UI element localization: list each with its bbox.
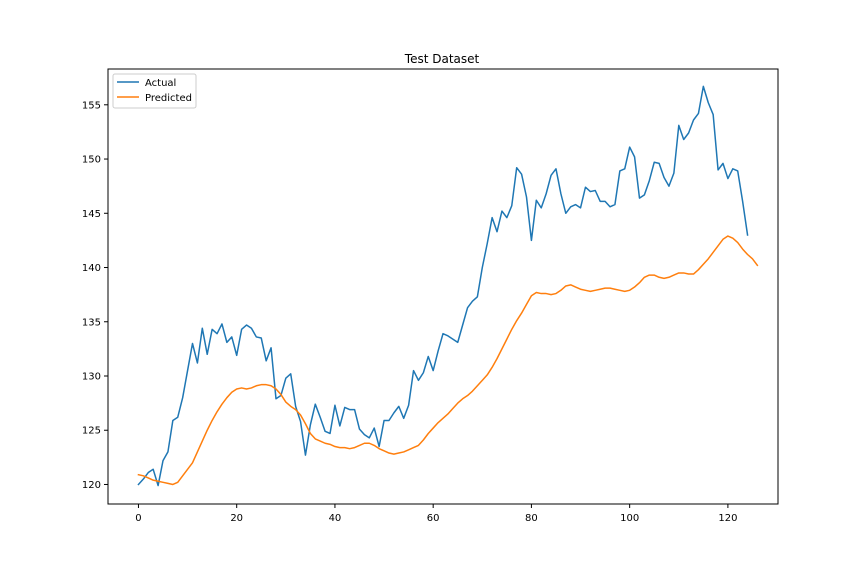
- y-tick-label: 130: [82, 371, 101, 382]
- x-tick-label: 40: [329, 513, 342, 524]
- x-tick-label: 0: [135, 513, 141, 524]
- y-tick-label: 145: [82, 209, 101, 220]
- legend-label-predicted: Predicted: [145, 93, 192, 104]
- y-tick-label: 140: [82, 263, 101, 274]
- series-line-predicted: [137, 235, 759, 486]
- plot-area-frame: [107, 68, 779, 505]
- legend-label-actual: Actual: [145, 78, 176, 89]
- series-line-actual: [137, 85, 749, 487]
- y-tick-label: 155: [82, 100, 101, 111]
- y-tick-label: 150: [82, 155, 101, 166]
- y-tick-label: 135: [82, 317, 101, 328]
- y-tick-label: 120: [82, 480, 101, 491]
- chart-title: Test Dataset: [404, 52, 480, 66]
- legend: Actual Predicted: [112, 73, 197, 109]
- x-tick-label: 100: [620, 513, 639, 524]
- x-tick-label: 120: [718, 513, 737, 524]
- series-layer: [137, 85, 759, 487]
- y-tick-label: 125: [82, 426, 101, 437]
- x-tick-label: 80: [525, 513, 538, 524]
- y-axis: 120 125 130 135 140 145 150 155: [82, 100, 108, 491]
- x-axis: 0 20 40 60 80 100 120: [135, 504, 737, 524]
- x-tick-label: 60: [427, 513, 440, 524]
- x-tick-label: 20: [230, 513, 243, 524]
